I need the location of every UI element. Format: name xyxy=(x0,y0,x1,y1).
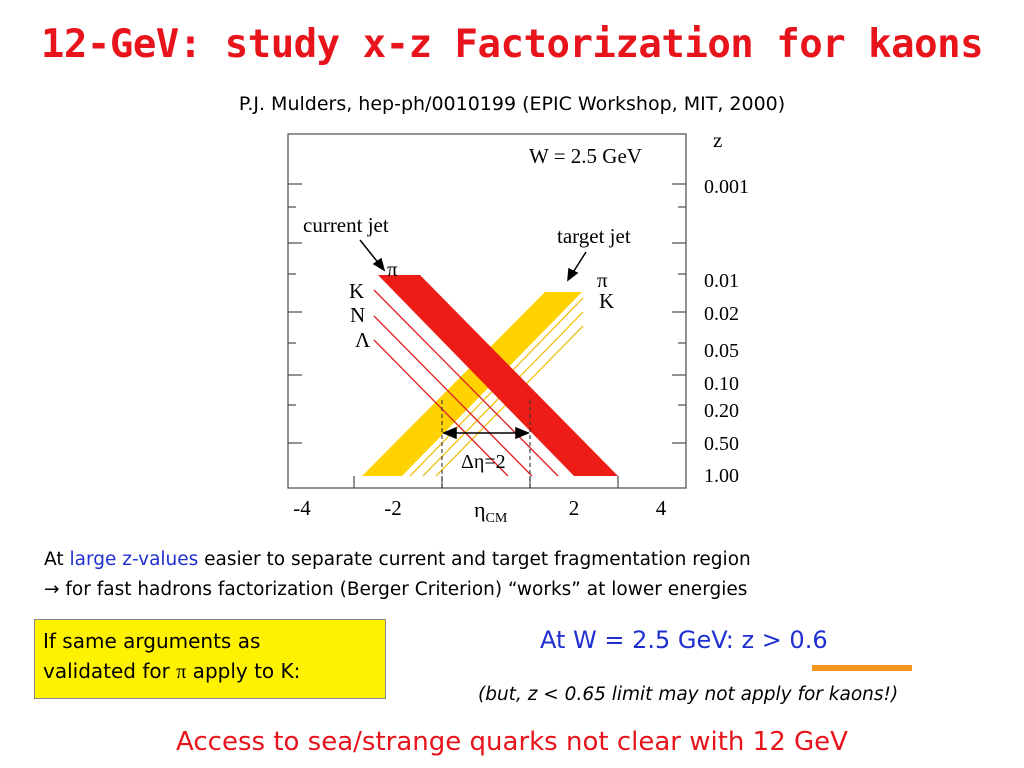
result-underline xyxy=(812,665,912,671)
target-k-label: K xyxy=(599,289,614,313)
explanation-line-2: → for fast hadrons factorization (Berger… xyxy=(44,575,1004,605)
box-line-2: validated for π apply to K: xyxy=(43,656,377,687)
delta-eta-arrow xyxy=(442,426,530,440)
z-tick-label: 0.50 xyxy=(704,433,739,455)
slide-title: 12-GeV: study x-z Factorization for kaon… xyxy=(40,22,984,67)
box-line-2-prefix: validated for xyxy=(43,659,177,683)
x-tick-label: 2 xyxy=(569,496,580,520)
box-line-2-suffix: apply to K: xyxy=(186,659,301,683)
line2-text: for fast hadrons factorization (Berger C… xyxy=(59,579,748,600)
z-tick-label: 1.00 xyxy=(704,465,739,487)
line1-rest: easier to separate current and target fr… xyxy=(198,549,751,570)
conclusion-line: Access to sea/strange quarks not clear w… xyxy=(176,727,848,757)
x-tick-label: -2 xyxy=(384,496,402,520)
z-axis-ticks: 0.001 0.01 0.02 0.05 0.10 0.20 0.50 1.00 xyxy=(704,176,749,487)
z-tick-label: 0.20 xyxy=(704,400,739,422)
current-k-label: K xyxy=(349,279,364,303)
x-axis-ticks: -4 -2 2 4 xyxy=(293,496,667,520)
target-jet-band xyxy=(362,292,582,476)
z-tick-label: 0.05 xyxy=(704,340,739,362)
current-jet-band xyxy=(378,275,618,476)
z-tick-label: 0.10 xyxy=(704,373,739,395)
w-label: W = 2.5 GeV xyxy=(529,144,642,168)
pi-symbol: π xyxy=(176,661,187,683)
current-lambda-label: Λ xyxy=(355,328,371,352)
x-tick-label: 4 xyxy=(656,496,667,520)
current-n-label: N xyxy=(350,303,365,327)
box-line-1: If same arguments as xyxy=(43,629,261,653)
explanation-text: At large z-values easier to separate cur… xyxy=(44,545,1004,605)
large-z-values-highlight: large z-values xyxy=(69,549,199,570)
current-jet-lines xyxy=(373,289,559,477)
current-jet-pointer xyxy=(359,239,386,272)
z-tick-label: 0.001 xyxy=(704,176,749,198)
target-jet-pointer xyxy=(567,251,587,282)
x-axis-symbol: η xyxy=(474,497,486,522)
kinematics-diagram: W = 2.5 GeV current jet target jet π K N… xyxy=(287,128,749,526)
delta-eta-guides xyxy=(441,400,531,488)
reference-subtitle: P.J. Mulders, hep-ph/0010199 (EPIC Works… xyxy=(238,93,786,115)
current-jet-label: current jet xyxy=(303,213,389,237)
highlight-box: If same arguments as validated for π app… xyxy=(34,619,386,699)
line1-prefix: At xyxy=(44,549,70,570)
kaon-caveat-note: (but, z < 0.65 limit may not apply for k… xyxy=(478,684,899,705)
result-prefix: At W = 2.5 GeV: xyxy=(540,626,742,654)
x-tick-label: -4 xyxy=(293,496,311,520)
z-tick-label: 0.02 xyxy=(704,303,739,325)
x-axis-title: ηCM xyxy=(474,497,508,526)
target-jet-label: target jet xyxy=(557,224,631,248)
right-arrow-icon: → xyxy=(44,579,60,600)
result-statement: At W = 2.5 GeV: z > 0.6 xyxy=(540,626,828,654)
z-axis-title: z xyxy=(713,128,722,152)
explanation-line-1: At large z-values easier to separate cur… xyxy=(44,545,1004,575)
x-axis-subscript: CM xyxy=(486,511,508,526)
z-tick-label: 0.01 xyxy=(704,270,739,292)
plot-frame xyxy=(287,133,687,489)
delta-eta-label: Δη=2 xyxy=(461,451,506,473)
target-pi-label: π xyxy=(597,268,608,292)
result-value: z > 0.6 xyxy=(741,626,828,654)
current-pi-label: π xyxy=(387,257,398,281)
